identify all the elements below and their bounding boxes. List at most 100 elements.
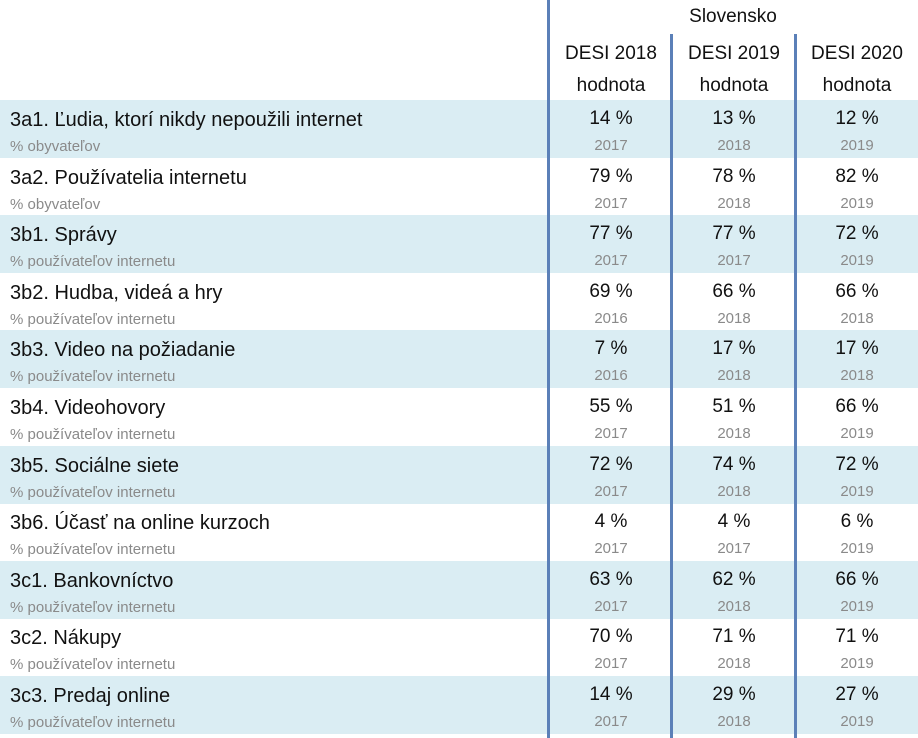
cell-year: 2018 [717, 425, 751, 442]
cell-value: 66 % [835, 280, 879, 302]
value-cell: 12 % 2019 [796, 100, 918, 158]
column-divider-left [547, 0, 550, 738]
indicator-label: 3b2. Hudba, videá a hry [10, 281, 223, 304]
cell-value: 29 % [712, 684, 756, 705]
table-row: 3b4. Videohovory % používateľov internetu… [0, 388, 918, 446]
column-title: DESI 2018 [565, 43, 657, 64]
value-cell: 14 % 2017 [550, 100, 672, 158]
value-cell: 72 % 2019 [796, 446, 918, 504]
indicator-unit: % používateľov internetu [10, 253, 176, 271]
value-cell: 69 % 2016 [550, 273, 672, 331]
indicator-unit: % používateľov internetu [10, 426, 176, 443]
value-cell: 66 % 2019 [796, 561, 918, 619]
cell-year: 2019 [840, 597, 874, 615]
cell-year: 2017 [594, 252, 628, 270]
cell-value: 55 % [589, 396, 633, 417]
table-row: 3b2. Hudba, videá a hry % používateľov in… [0, 273, 918, 331]
indicator-unit: % obyvateľov [10, 138, 101, 155]
cell-value: 13 % [712, 108, 756, 129]
indicator-label: 3c2. Nákupy [10, 627, 122, 650]
value-cell: 66 % 2019 [796, 388, 918, 446]
column-subtitle: hodnota [576, 75, 646, 96]
cell-value: 71 % [712, 626, 756, 648]
cell-year: 2018 [840, 367, 874, 385]
cell-value: 51 % [712, 396, 756, 417]
indicator-label: 3b5. Sociálne siete [10, 454, 180, 477]
cell-year: 2019 [840, 425, 874, 442]
cell-year: 2018 [717, 194, 751, 212]
column-heading-desi-2018: DESI 2018 hodnota [550, 38, 672, 102]
value-cell: 77 % 2017 [550, 215, 672, 273]
indicator-unit: % používateľov internetu [10, 656, 176, 674]
cell-year: 2019 [840, 655, 874, 673]
value-cell: 82 % 2019 [796, 158, 918, 216]
value-cell: 55 % 2017 [550, 388, 672, 446]
table-row: 3a2. Používatelia internetu % obyvateľov 7… [0, 158, 918, 216]
cell-value: 6 % [840, 511, 874, 533]
cell-value: 74 % [712, 453, 756, 475]
cell-year: 2019 [840, 540, 874, 558]
column-heading-desi-2020: DESI 2020 hodnota [796, 38, 918, 102]
cell-value: 66 % [835, 568, 879, 590]
column-subtitle: hodnota [699, 75, 769, 96]
value-cell: 63 % 2017 [550, 561, 672, 619]
table-row: 3b1. Správy % používateľov internetu 77 % 2… [0, 215, 918, 274]
country-heading: Slovensko [689, 6, 777, 27]
value-cell: 13 % 2018 [672, 100, 796, 158]
table-header: Slovensko DESI 2018 hodnota DESI 2019 ho… [0, 0, 918, 100]
indicator-label: 3b4. Videohovory [10, 397, 166, 419]
cell-value: 14 % [589, 684, 633, 705]
cell-value: 4 % [717, 511, 751, 533]
cell-year: 2019 [840, 194, 874, 212]
cell-value: 14 % [589, 108, 633, 129]
cell-value: 72 % [589, 453, 633, 475]
indicator-unit: % používateľov internetu [10, 541, 176, 559]
column-subtitle: hodnota [822, 75, 892, 96]
column-title: DESI 2019 [688, 43, 780, 64]
indicator-label: 3c1. Bankovníctvo [10, 569, 174, 592]
column-heading-desi-2019: DESI 2019 hodnota [672, 38, 796, 102]
table-row: 3b5. Sociálne siete % používateľov intern… [0, 445, 918, 504]
cell-value: 17 % [835, 338, 879, 360]
cell-value: 17 % [712, 338, 756, 360]
cell-year: 2017 [594, 540, 628, 558]
value-cell: 78 % 2018 [672, 158, 796, 216]
value-cell: 72 % 2017 [550, 446, 672, 504]
value-cell: 74 % 2018 [672, 446, 796, 504]
indicator-label: 3b1. Správy [10, 224, 117, 247]
cell-value: 66 % [835, 396, 879, 417]
cell-year: 2017 [594, 425, 628, 442]
value-cell: 72 % 2019 [796, 215, 918, 273]
value-cell: 17 % 2018 [796, 330, 918, 388]
value-cell: 7 % 2016 [550, 330, 672, 388]
indicator-unit: % používateľov internetu [10, 714, 176, 731]
table-row: 3b3. Video na požiadanie % používateľov i… [0, 330, 918, 389]
table-row: 3a1. Ľudia, ktorí nikdy nepoužili intern… [0, 100, 918, 158]
value-cell: 17 % 2018 [672, 330, 796, 388]
indicator-label: 3b6. Účasť na online kurzoch [10, 512, 270, 535]
cell-year: 2018 [717, 655, 751, 673]
value-cell: 14 % 2017 [550, 676, 672, 734]
cell-year: 2018 [840, 309, 874, 327]
column-divider-middle [670, 34, 673, 738]
indicator-label: 3a1. Ľudia, ktorí nikdy nepoužili intern… [10, 109, 363, 131]
cell-value: 70 % [589, 626, 633, 648]
cell-year: 2017 [717, 540, 751, 558]
indicator-label: 3b3. Video na požiadanie [10, 339, 236, 362]
value-cell: 66 % 2018 [672, 273, 796, 331]
cell-value: 7 % [594, 338, 628, 360]
cell-value: 72 % [835, 223, 879, 245]
value-cell: 71 % 2019 [796, 618, 918, 676]
cell-value: 69 % [589, 280, 633, 302]
indicator-label: 3c3. Predaj online [10, 685, 171, 707]
value-cell: 27 % 2019 [796, 676, 918, 734]
indicator-unit: % používateľov internetu [10, 598, 176, 616]
cell-year: 2017 [594, 655, 628, 673]
cell-year: 2018 [717, 137, 751, 154]
table-row: 3c1. Bankovníctvo % používateľov internet… [0, 560, 918, 619]
value-cell: 4 % 2017 [550, 503, 672, 561]
cell-year: 2018 [717, 597, 751, 615]
cell-year: 2018 [717, 367, 751, 385]
value-cell: 70 % 2017 [550, 618, 672, 676]
